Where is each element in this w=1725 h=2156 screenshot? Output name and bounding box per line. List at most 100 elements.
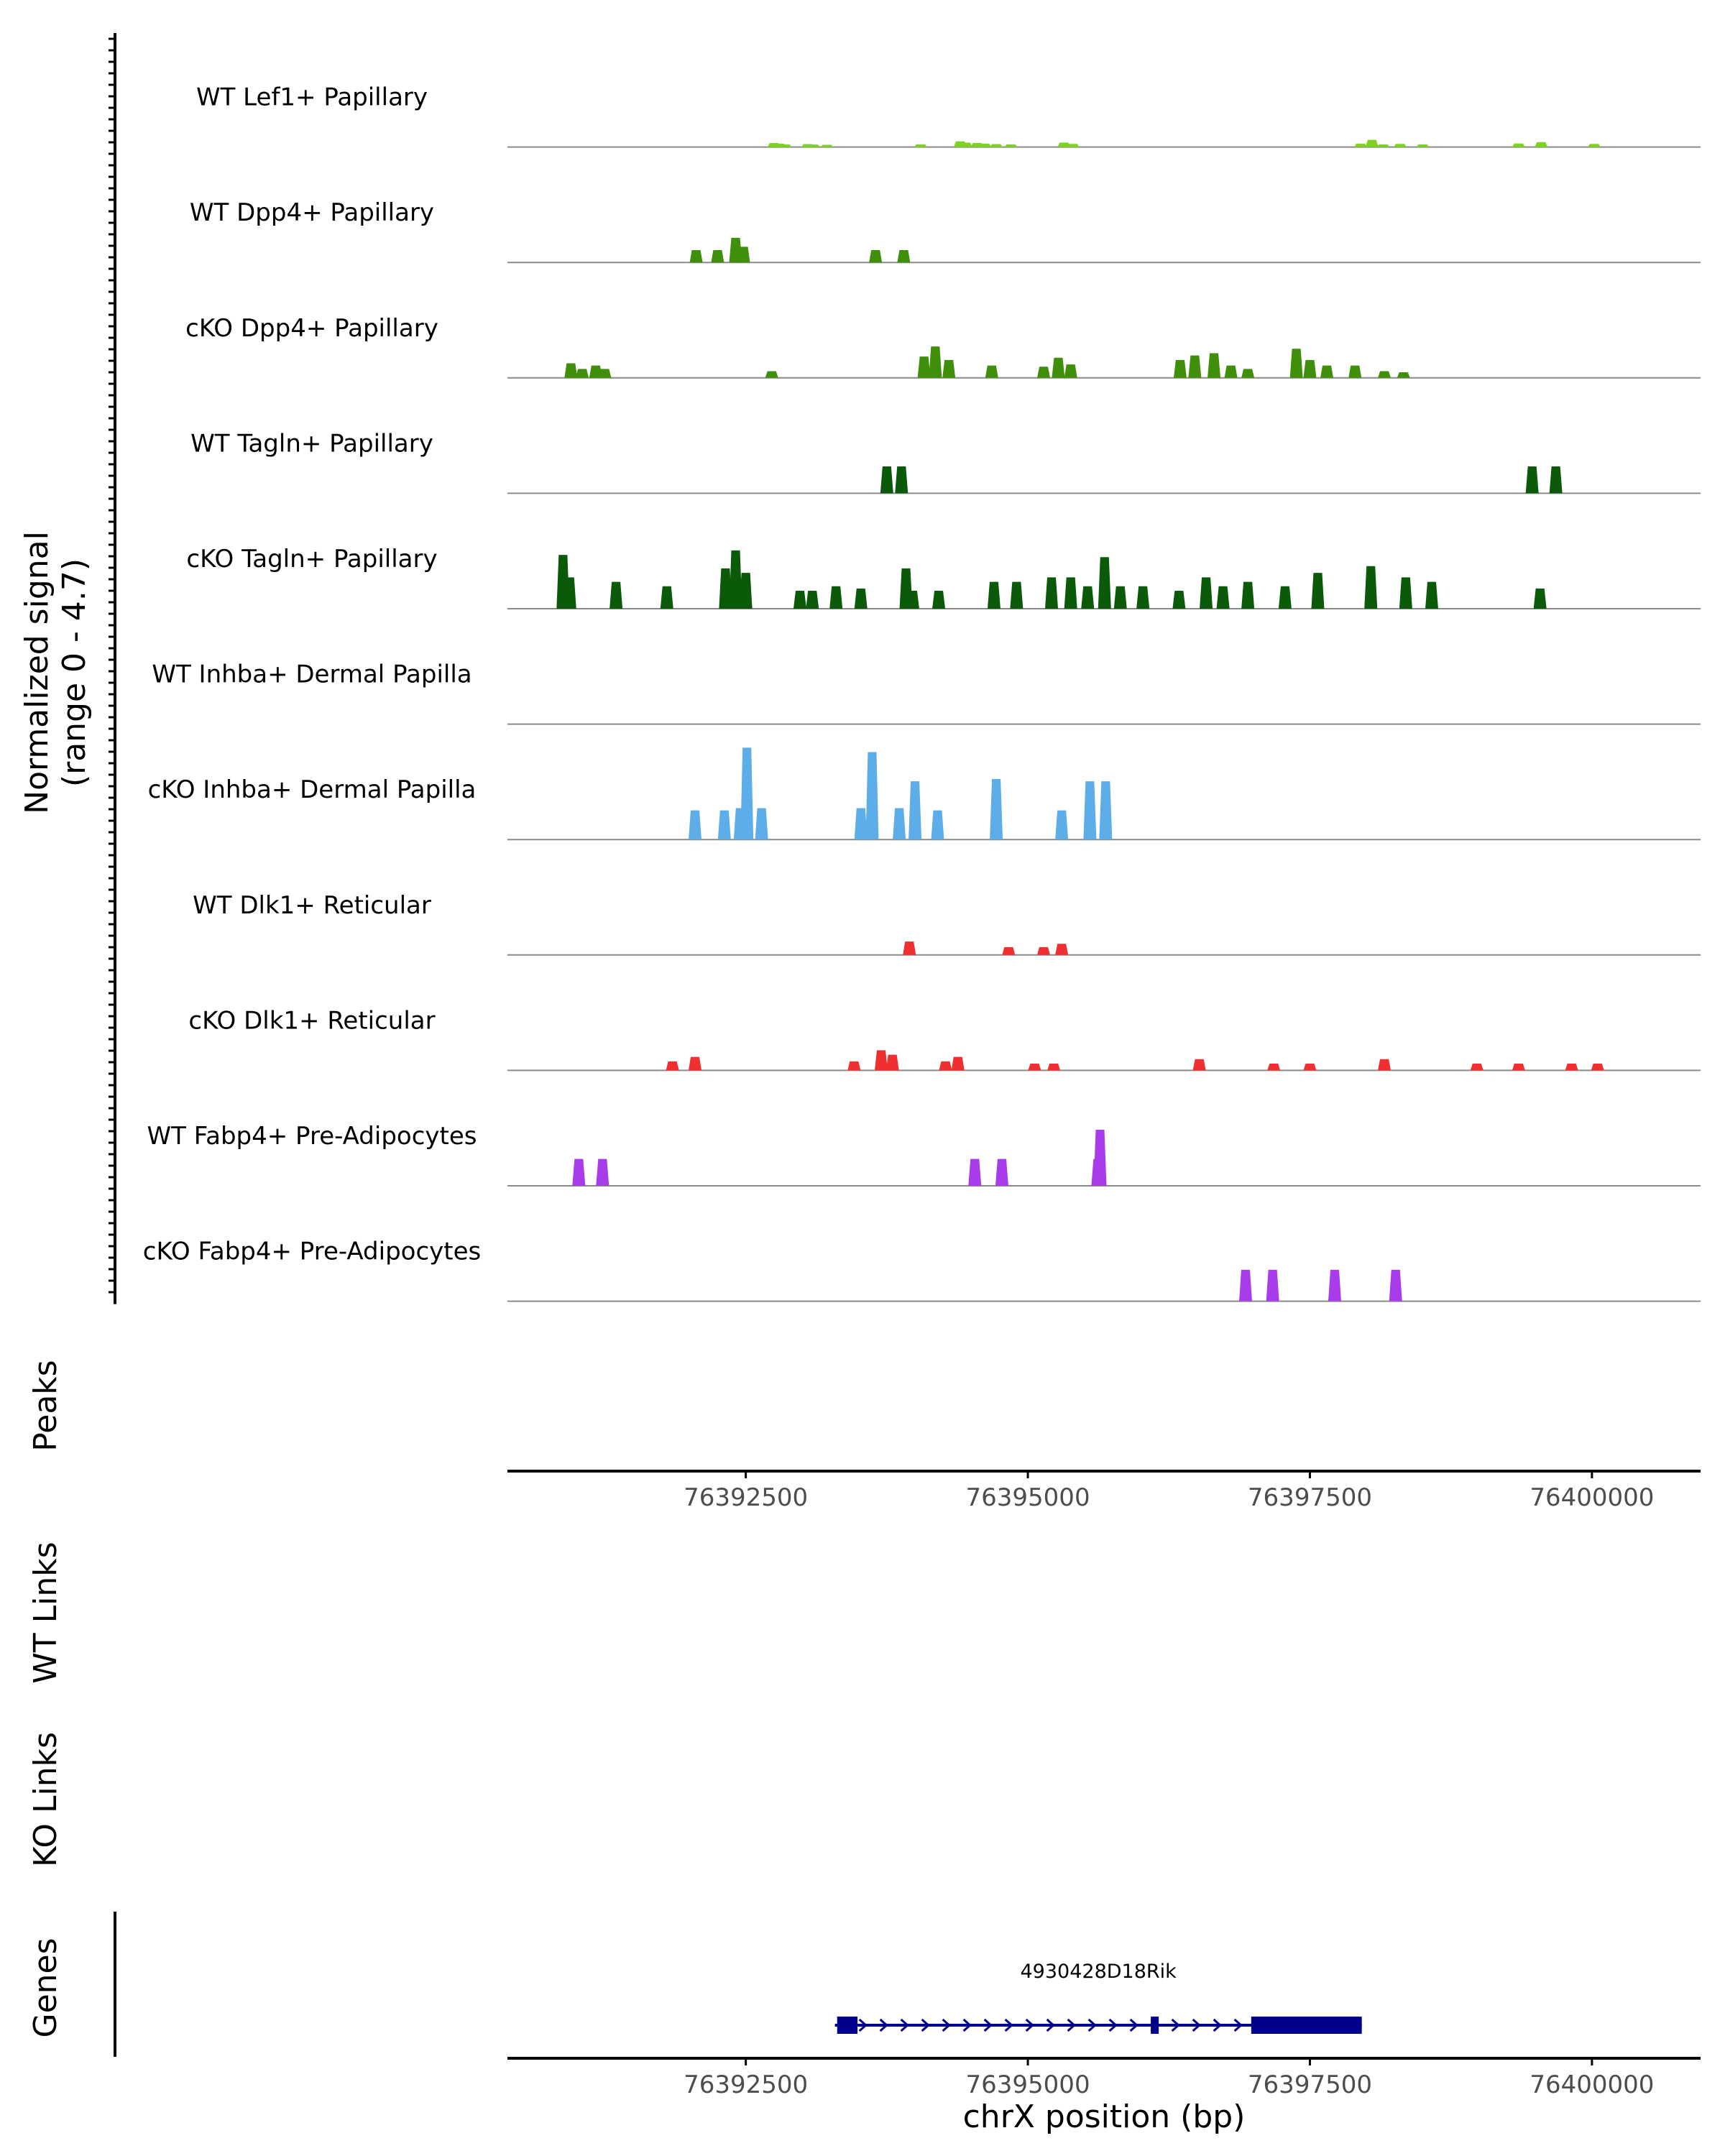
gene-exon bbox=[1251, 2017, 1362, 2034]
signal-peak bbox=[978, 143, 992, 147]
signal-peak bbox=[1588, 144, 1601, 147]
track-label: WT Fabp4+ Pre-Adipocytes bbox=[147, 1122, 477, 1151]
signal-peak bbox=[886, 1054, 899, 1071]
signal-peak bbox=[1365, 139, 1379, 147]
signal-peak bbox=[1037, 946, 1051, 955]
signal-peak bbox=[897, 250, 911, 263]
signal-peak bbox=[1136, 586, 1150, 609]
genes-axis-ticks: 76392500 76395000 76397500 76400000 bbox=[684, 2058, 1654, 2099]
strand-arrow bbox=[858, 2018, 868, 2032]
signal-peak bbox=[1208, 353, 1221, 378]
signal-peak bbox=[1397, 372, 1410, 378]
signal-peak bbox=[1378, 1059, 1392, 1071]
signal-axis-range: (range 0 - 4.7) bbox=[56, 558, 93, 787]
signal-peak bbox=[572, 1158, 586, 1186]
signal-peak bbox=[829, 586, 843, 609]
signal-peak bbox=[1064, 364, 1077, 378]
signal-peak bbox=[1320, 365, 1334, 378]
gene-name-label: 4930428D18Rik bbox=[1021, 1961, 1177, 1983]
gene-exon bbox=[1151, 2017, 1159, 2034]
signal-peak bbox=[1241, 581, 1255, 609]
signal-peak bbox=[1224, 365, 1238, 378]
signal-peak bbox=[1002, 946, 1016, 955]
signal-peak bbox=[737, 247, 750, 263]
signal-peak bbox=[939, 1061, 952, 1071]
signal-peak bbox=[1045, 577, 1059, 609]
signal-peak bbox=[1238, 1269, 1252, 1302]
strand-arrow bbox=[1067, 2018, 1076, 2032]
signal-peak bbox=[1525, 466, 1539, 494]
peaks-axis-tick-label: 76392500 bbox=[684, 1483, 808, 1512]
wt-links-label: WT Links bbox=[27, 1542, 64, 1683]
signal-peak bbox=[1083, 781, 1097, 840]
signal-peak bbox=[908, 781, 922, 840]
signal-peak bbox=[1093, 1130, 1107, 1186]
signal-peak bbox=[755, 808, 768, 840]
signal-peak bbox=[563, 577, 576, 609]
signal-peak bbox=[1200, 577, 1213, 609]
signal-peak bbox=[990, 144, 1003, 147]
signal-peak bbox=[1470, 1064, 1484, 1071]
signal-peak bbox=[1241, 369, 1255, 378]
signal-peak bbox=[1533, 588, 1547, 609]
track-label: cKO Dpp4+ Papillary bbox=[185, 314, 438, 343]
track-label: WT Dpp4+ Papillary bbox=[190, 198, 434, 227]
peaks-axis-tick-label: 76397500 bbox=[1248, 1483, 1372, 1512]
signal-peak bbox=[1113, 586, 1127, 609]
signal-peak bbox=[1549, 466, 1563, 494]
peaks-axis-tick-label: 76395000 bbox=[966, 1483, 1090, 1512]
signal-peak bbox=[1057, 142, 1071, 147]
signal-axis-title: Normalized signal bbox=[19, 531, 55, 814]
signal-peak bbox=[847, 1061, 861, 1071]
signal-peak bbox=[1303, 1064, 1317, 1071]
signal-peak bbox=[717, 810, 731, 840]
signal-peak bbox=[806, 144, 820, 147]
track-label: cKO Inhba+ Dermal Papilla bbox=[148, 775, 477, 804]
signal-peak bbox=[610, 581, 623, 609]
strand-arrow bbox=[879, 2018, 888, 2032]
signal-peak bbox=[1216, 586, 1230, 609]
track-label: cKO Fabp4+ Pre-Adipocytes bbox=[143, 1238, 482, 1266]
signal-peak bbox=[1055, 944, 1069, 955]
genes-axis-tick-label: 76395000 bbox=[966, 2070, 1090, 2099]
signal-peak bbox=[985, 365, 998, 378]
signal-peak bbox=[1010, 581, 1024, 609]
signal-peak bbox=[740, 747, 754, 840]
track-label: cKO Dlk1+ Reticular bbox=[188, 1006, 435, 1035]
signal-peak bbox=[739, 573, 753, 609]
signal-peak bbox=[576, 369, 589, 378]
strand-arrow bbox=[1087, 2018, 1097, 2032]
signal-peak bbox=[1512, 1064, 1525, 1071]
signal-peak bbox=[951, 1056, 965, 1071]
x-axis-title: chrX position (bp) bbox=[963, 2099, 1246, 2135]
genes-axis-tick-label: 76400000 bbox=[1530, 2070, 1654, 2099]
signal-peak bbox=[1378, 371, 1392, 378]
signal-peak bbox=[1064, 577, 1077, 609]
signal-peak bbox=[660, 586, 673, 609]
signal-peak bbox=[1192, 1059, 1206, 1071]
signal-peak bbox=[689, 250, 703, 263]
signal-peak bbox=[711, 250, 724, 263]
signal-peak bbox=[854, 808, 868, 840]
peaks-track-label: Peaks bbox=[27, 1360, 64, 1451]
signal-peak bbox=[1052, 357, 1065, 378]
ko-links-label: KO Links bbox=[27, 1732, 64, 1867]
signal-peak bbox=[598, 369, 612, 378]
signal-peak bbox=[1565, 1064, 1578, 1071]
signal-peak bbox=[1535, 142, 1548, 147]
signal-peak bbox=[1004, 144, 1018, 147]
signal-peak bbox=[869, 250, 883, 263]
signal-peak bbox=[914, 144, 927, 147]
signal-peak bbox=[1188, 355, 1202, 378]
signal-peak bbox=[895, 466, 908, 494]
signal-peak bbox=[931, 810, 944, 840]
genes-track-label: Genes bbox=[27, 1938, 64, 2037]
signal-peak bbox=[719, 568, 732, 609]
strand-arrow bbox=[962, 2018, 972, 2032]
strand-arrow bbox=[1171, 2018, 1180, 2032]
signal-peak bbox=[778, 144, 792, 147]
signal-peak bbox=[1081, 586, 1095, 609]
signal-tracks: WT Lef1+ Papillary WT Dpp4+ Papillary cKO … bbox=[109, 33, 1701, 1304]
signal-peak bbox=[1389, 1269, 1402, 1302]
signal-peak bbox=[1099, 781, 1113, 840]
